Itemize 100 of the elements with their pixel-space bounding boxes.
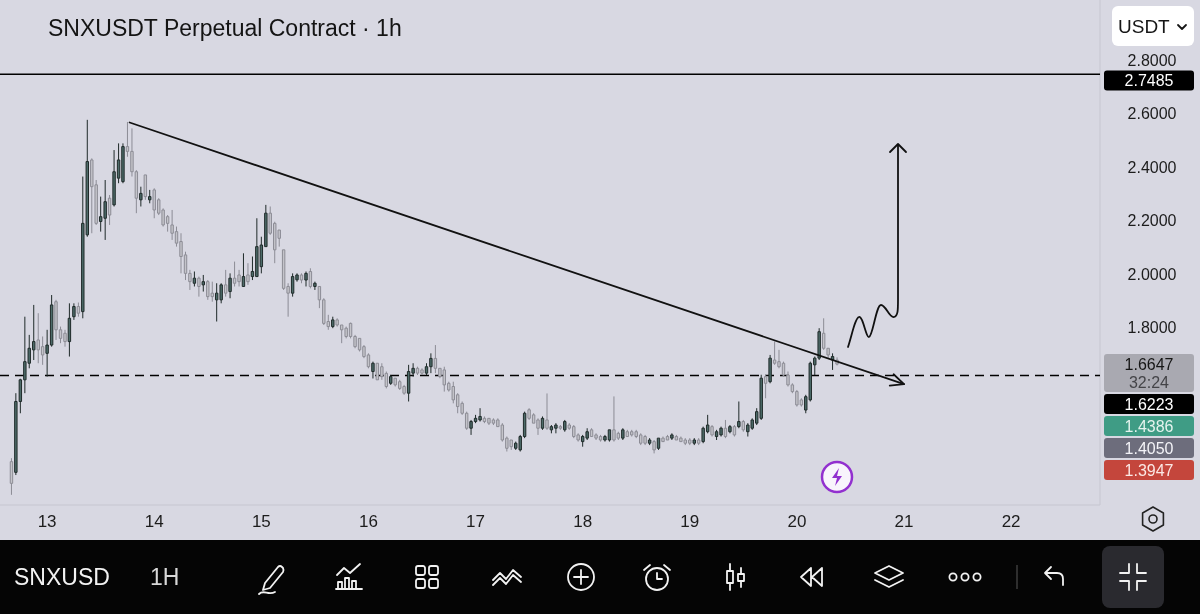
candlestick bbox=[304, 270, 308, 287]
y-tick-label: 2.4000 bbox=[1127, 158, 1177, 176]
candlestick bbox=[433, 344, 438, 374]
candlestick bbox=[143, 174, 148, 201]
x-tick-label: 17 bbox=[466, 511, 486, 531]
candlestick bbox=[763, 374, 768, 399]
x-tick-label: 15 bbox=[251, 511, 271, 531]
x-tick-label: 20 bbox=[787, 511, 807, 531]
candlestick bbox=[429, 352, 433, 374]
y-tick-label: 1.8000 bbox=[1127, 319, 1177, 337]
candlestick bbox=[563, 419, 567, 433]
candlestick bbox=[210, 281, 214, 303]
candlestick bbox=[371, 361, 375, 379]
candlestick bbox=[313, 281, 317, 291]
candlestick bbox=[714, 429, 719, 441]
candlestick bbox=[406, 364, 411, 402]
candlestick bbox=[223, 269, 228, 298]
candlestick bbox=[540, 415, 545, 431]
candlestick bbox=[598, 434, 603, 443]
candlestick bbox=[491, 417, 496, 426]
candlestick bbox=[723, 419, 728, 439]
candlestick bbox=[509, 439, 513, 451]
candlestick bbox=[719, 426, 723, 438]
candlestick bbox=[36, 312, 40, 364]
x-tick-label: 19 bbox=[680, 511, 700, 531]
candlestick bbox=[478, 407, 482, 423]
candlestick bbox=[549, 424, 554, 434]
candlestick bbox=[487, 417, 491, 426]
x-tick-label: 13 bbox=[37, 511, 57, 531]
text: 1.4386 bbox=[1124, 417, 1174, 435]
candlestick bbox=[661, 436, 665, 443]
candlestick bbox=[290, 272, 295, 298]
candlestick bbox=[389, 374, 393, 386]
currency-dropdown: USDT bbox=[1112, 6, 1194, 46]
candlestick bbox=[107, 194, 112, 226]
candlestick bbox=[741, 419, 746, 433]
candlestick bbox=[621, 427, 625, 441]
ref-line-label: 2.7485 bbox=[1124, 71, 1174, 89]
candlestick bbox=[772, 341, 777, 366]
candlestick bbox=[201, 274, 205, 293]
candlestick bbox=[103, 179, 107, 241]
candlestick bbox=[527, 407, 531, 421]
candlestick bbox=[612, 395, 616, 443]
candlestick bbox=[192, 270, 197, 287]
candlestick bbox=[656, 437, 661, 451]
candlestick bbox=[536, 417, 540, 436]
x-tick-label: 14 bbox=[144, 511, 164, 531]
text: 1.3947 bbox=[1124, 461, 1174, 479]
candlestick bbox=[728, 424, 732, 434]
text: 1H bbox=[150, 564, 180, 590]
candlestick bbox=[670, 432, 674, 441]
x-tick-label: 21 bbox=[894, 511, 914, 531]
text: SNXUSD bbox=[14, 564, 110, 590]
candlestick bbox=[692, 437, 696, 446]
candlestick bbox=[625, 429, 630, 438]
candlestick bbox=[737, 400, 741, 429]
candlestick bbox=[679, 436, 683, 443]
candlestick bbox=[241, 252, 246, 287]
candlestick bbox=[206, 279, 210, 301]
candlestick bbox=[331, 316, 335, 329]
candlestick bbox=[732, 424, 737, 438]
candlestick bbox=[746, 422, 750, 438]
candlestick bbox=[558, 424, 563, 431]
candlestick bbox=[375, 362, 380, 381]
candlestick bbox=[768, 354, 772, 384]
candlestick bbox=[246, 262, 250, 286]
candlestick bbox=[139, 186, 143, 207]
candlestick bbox=[652, 439, 656, 454]
ref-line-label: 1.6223 bbox=[1124, 395, 1174, 413]
candlestick bbox=[647, 437, 652, 446]
x-tick-label: 18 bbox=[573, 511, 593, 531]
candlestick bbox=[121, 142, 125, 184]
candlestick bbox=[228, 272, 232, 299]
x-tick-label: 16 bbox=[358, 511, 378, 531]
text: SNXUSDT Perpetual Contract · 1h bbox=[48, 15, 402, 41]
candlestick bbox=[759, 374, 763, 421]
candlestick bbox=[344, 326, 348, 339]
candlestick bbox=[696, 437, 701, 446]
y-tick-label: 2.0000 bbox=[1127, 265, 1177, 283]
candlestick bbox=[9, 457, 14, 496]
x-tick-label: 22 bbox=[1001, 511, 1021, 531]
candlestick bbox=[197, 276, 201, 298]
candlestick bbox=[255, 217, 259, 278]
text: 1.4050 bbox=[1124, 439, 1174, 457]
candlestick bbox=[594, 432, 598, 441]
candlestick bbox=[308, 267, 313, 289]
candlestick bbox=[415, 366, 420, 376]
candlestick bbox=[232, 261, 237, 287]
candlestick bbox=[76, 302, 81, 318]
y-tick-label: 2.8000 bbox=[1127, 51, 1177, 69]
candlestick bbox=[299, 272, 304, 284]
y-tick-label: 2.6000 bbox=[1127, 105, 1177, 123]
y-tick-label: 2.2000 bbox=[1127, 212, 1177, 230]
candlestick bbox=[607, 429, 612, 443]
candlestick bbox=[830, 352, 835, 371]
candlestick bbox=[54, 299, 58, 341]
candlestick bbox=[482, 415, 487, 424]
candlestick bbox=[545, 392, 549, 431]
candlestick bbox=[148, 189, 152, 204]
text: 32:24 bbox=[1128, 373, 1170, 391]
